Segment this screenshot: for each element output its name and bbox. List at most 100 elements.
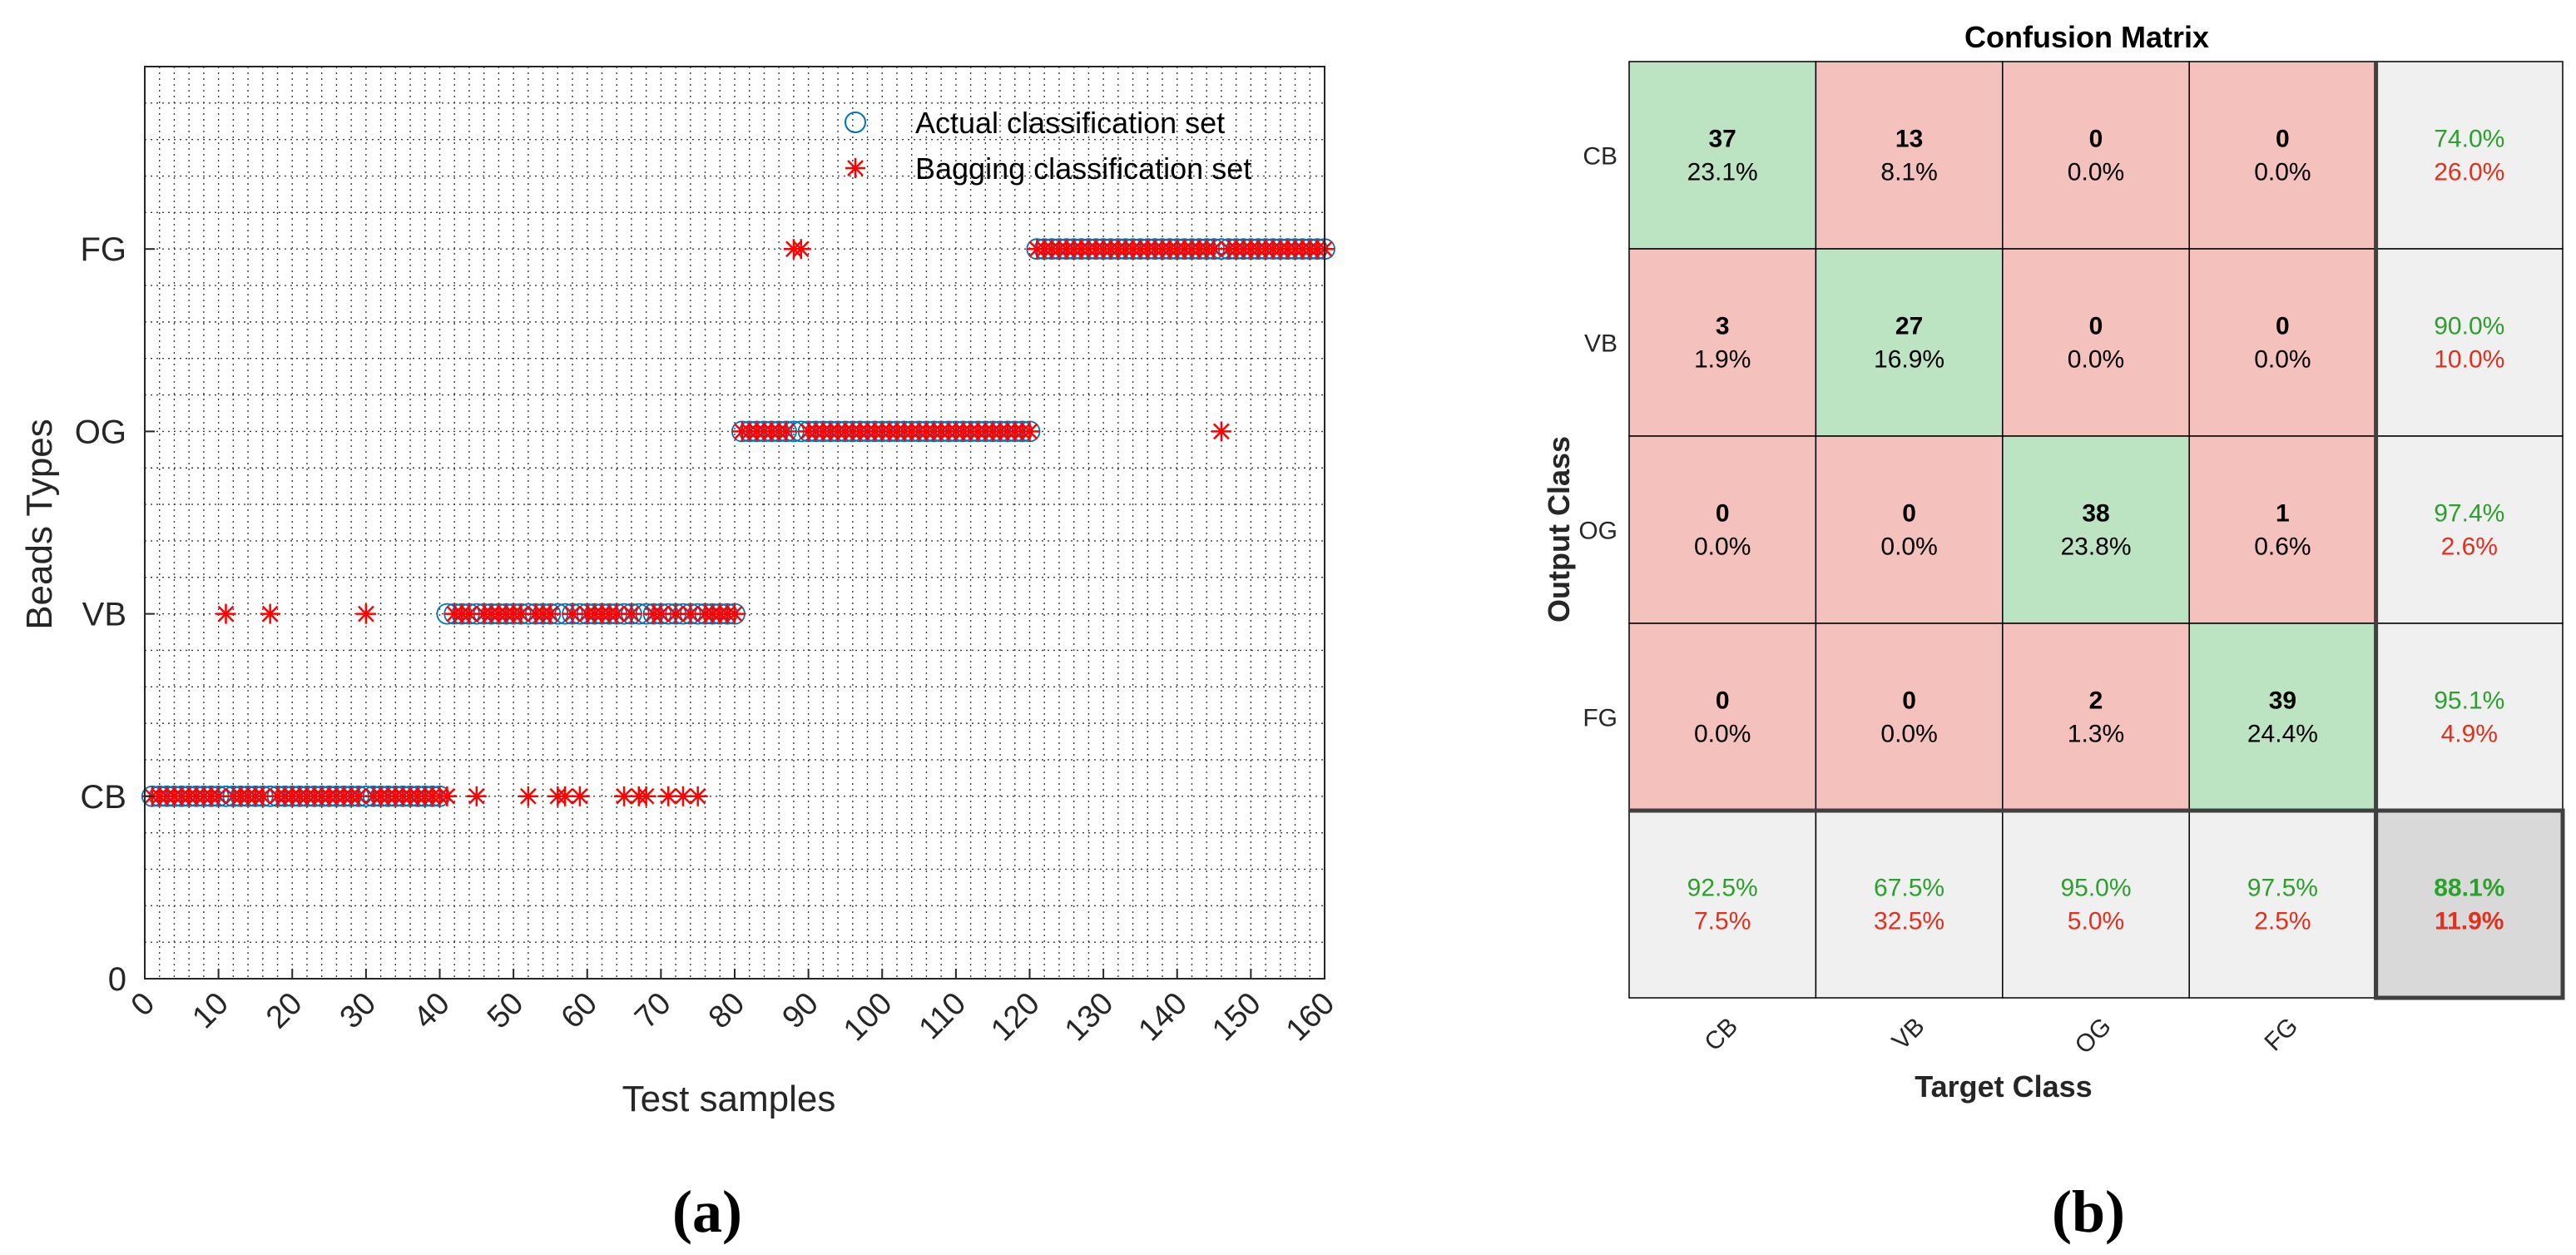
matrix-cell bbox=[2188, 248, 2377, 437]
panel-label-a: (a) bbox=[672, 1178, 742, 1245]
cell-count: 2 bbox=[2089, 687, 2103, 715]
cell-percent: 0.0% bbox=[2068, 159, 2124, 186]
bagging-point bbox=[1019, 421, 1040, 442]
x-tick-label: 120 bbox=[984, 986, 1047, 1049]
x-tick-label: 150 bbox=[1206, 986, 1268, 1049]
x-tick-label: 100 bbox=[837, 986, 899, 1049]
x-tick-label: 0 bbox=[125, 986, 162, 1024]
matrix-cell bbox=[1815, 61, 2004, 250]
matrix-cell bbox=[2002, 623, 2190, 811]
cell-percent: 0.0% bbox=[1694, 721, 1751, 748]
bagging-point bbox=[437, 786, 458, 806]
confusion-x-axis-label: Target Class bbox=[1915, 1069, 2092, 1104]
legend-bagging-label: Bagging classification set bbox=[915, 151, 1251, 186]
col-summary-wrong: 5.0% bbox=[2068, 908, 2124, 935]
bagging-point bbox=[215, 603, 236, 624]
target-class-label: VB bbox=[1887, 1013, 1930, 1056]
x-tick-label: 130 bbox=[1058, 986, 1121, 1049]
matrix-cell bbox=[2188, 61, 2377, 250]
cell-count: 0 bbox=[1716, 500, 1730, 528]
matrix-cell-diagonal bbox=[1628, 61, 1817, 250]
matrix-cell bbox=[2002, 61, 2190, 250]
bagging-point bbox=[510, 603, 531, 624]
cell-count: 0 bbox=[1716, 687, 1730, 715]
legend-circle-marker bbox=[845, 112, 866, 133]
target-class-label: FG bbox=[2260, 1013, 2304, 1057]
confusion-matrix-chart: Confusion Matrix 3723.1%138.1%00.0%00.0%… bbox=[1542, 20, 2565, 1104]
x-tick-label: 20 bbox=[260, 986, 310, 1036]
confusion-matrix-cells: 3723.1%138.1%00.0%00.0%74.0%26.0%31.9%27… bbox=[1628, 61, 2565, 1000]
col-summary-correct: 95.0% bbox=[2060, 875, 2131, 902]
matrix-cell bbox=[2188, 435, 2377, 624]
cell-count: 27 bbox=[1895, 313, 1923, 340]
cell-count: 37 bbox=[1709, 126, 1736, 153]
cell-percent: 23.1% bbox=[1687, 159, 1758, 186]
output-class-label: VB bbox=[1584, 330, 1617, 358]
cell-count: 13 bbox=[1895, 126, 1923, 153]
bagging-point bbox=[260, 603, 280, 624]
col-summary-correct: 67.5% bbox=[1874, 875, 1944, 902]
bagging-point bbox=[518, 786, 538, 806]
bagging-point bbox=[672, 786, 693, 806]
cell-count: 39 bbox=[2269, 687, 2296, 715]
y-tick-label: CB bbox=[80, 779, 126, 816]
row-summary-cell bbox=[2375, 435, 2564, 624]
matrix-cell bbox=[1628, 435, 1817, 624]
cell-percent: 0.6% bbox=[2254, 533, 2311, 561]
bagging-point bbox=[687, 786, 708, 806]
cell-count: 38 bbox=[2082, 500, 2109, 528]
cell-count: 0 bbox=[2276, 313, 2290, 340]
row-summary-cell bbox=[2375, 248, 2564, 437]
cell-percent: 0.0% bbox=[2254, 159, 2311, 186]
row-summary-cell bbox=[2375, 61, 2564, 250]
x-tick-label: 40 bbox=[407, 986, 457, 1036]
col-summary-cell bbox=[1815, 810, 2004, 999]
cell-percent: 0.0% bbox=[1694, 533, 1751, 561]
overall-wrong: 11.9% bbox=[2435, 908, 2504, 935]
scatter-y-axis-label: Beads Types bbox=[19, 419, 60, 630]
x-tick-label: 70 bbox=[628, 986, 678, 1036]
bagging-point bbox=[790, 239, 811, 260]
cell-percent: 1.9% bbox=[1694, 346, 1751, 374]
overall-correct: 88.1% bbox=[2434, 875, 2504, 902]
scatter-legend: Actual classification set Bagging classi… bbox=[845, 106, 1251, 186]
y-tick-label: OG bbox=[75, 414, 126, 450]
cell-count: 0 bbox=[2089, 313, 2103, 340]
row-summary-wrong: 10.0% bbox=[2434, 346, 2504, 374]
col-summary-wrong: 32.5% bbox=[1874, 908, 1944, 935]
col-summary-cell bbox=[1628, 810, 1817, 999]
legend-actual-label: Actual classification set bbox=[915, 106, 1225, 140]
col-summary-cell bbox=[2188, 810, 2377, 999]
target-class-label: CB bbox=[1699, 1013, 1743, 1057]
bagging-point bbox=[636, 786, 656, 806]
matrix-cell-diagonal bbox=[1815, 248, 2004, 437]
cell-count: 0 bbox=[2089, 126, 2103, 153]
matrix-cell bbox=[1628, 248, 1817, 437]
col-summary-correct: 92.5% bbox=[1687, 875, 1758, 902]
col-summary-correct: 97.5% bbox=[2247, 875, 2318, 902]
matrix-cell-diagonal bbox=[2188, 623, 2377, 811]
y-tick-label: VB bbox=[82, 597, 126, 633]
x-tick-label: 90 bbox=[775, 986, 825, 1036]
cell-percent: 23.8% bbox=[2060, 533, 2131, 561]
confusion-matrix-title: Confusion Matrix bbox=[1964, 20, 2209, 54]
x-tick-label: 80 bbox=[702, 986, 752, 1036]
matrix-cell bbox=[1815, 435, 2004, 624]
bagging-point bbox=[1211, 421, 1231, 442]
col-summary-wrong: 7.5% bbox=[1694, 908, 1751, 935]
x-tick-label: 60 bbox=[555, 986, 605, 1036]
cell-percent: 0.0% bbox=[1880, 533, 1937, 561]
bagging-point bbox=[725, 603, 745, 624]
row-summary-correct: 90.0% bbox=[2434, 313, 2504, 340]
cell-count: 0 bbox=[2276, 126, 2290, 153]
cell-count: 1 bbox=[2276, 500, 2290, 528]
x-tick-label: 10 bbox=[186, 986, 235, 1036]
cell-percent: 1.3% bbox=[2068, 721, 2124, 748]
bagging-point bbox=[555, 786, 576, 806]
cell-percent: 0.0% bbox=[1880, 721, 1937, 748]
row-summary-wrong: 26.0% bbox=[2434, 159, 2504, 186]
cell-count: 0 bbox=[1902, 500, 1916, 528]
bagging-point bbox=[776, 421, 797, 442]
row-summary-wrong: 4.9% bbox=[2441, 721, 2498, 748]
